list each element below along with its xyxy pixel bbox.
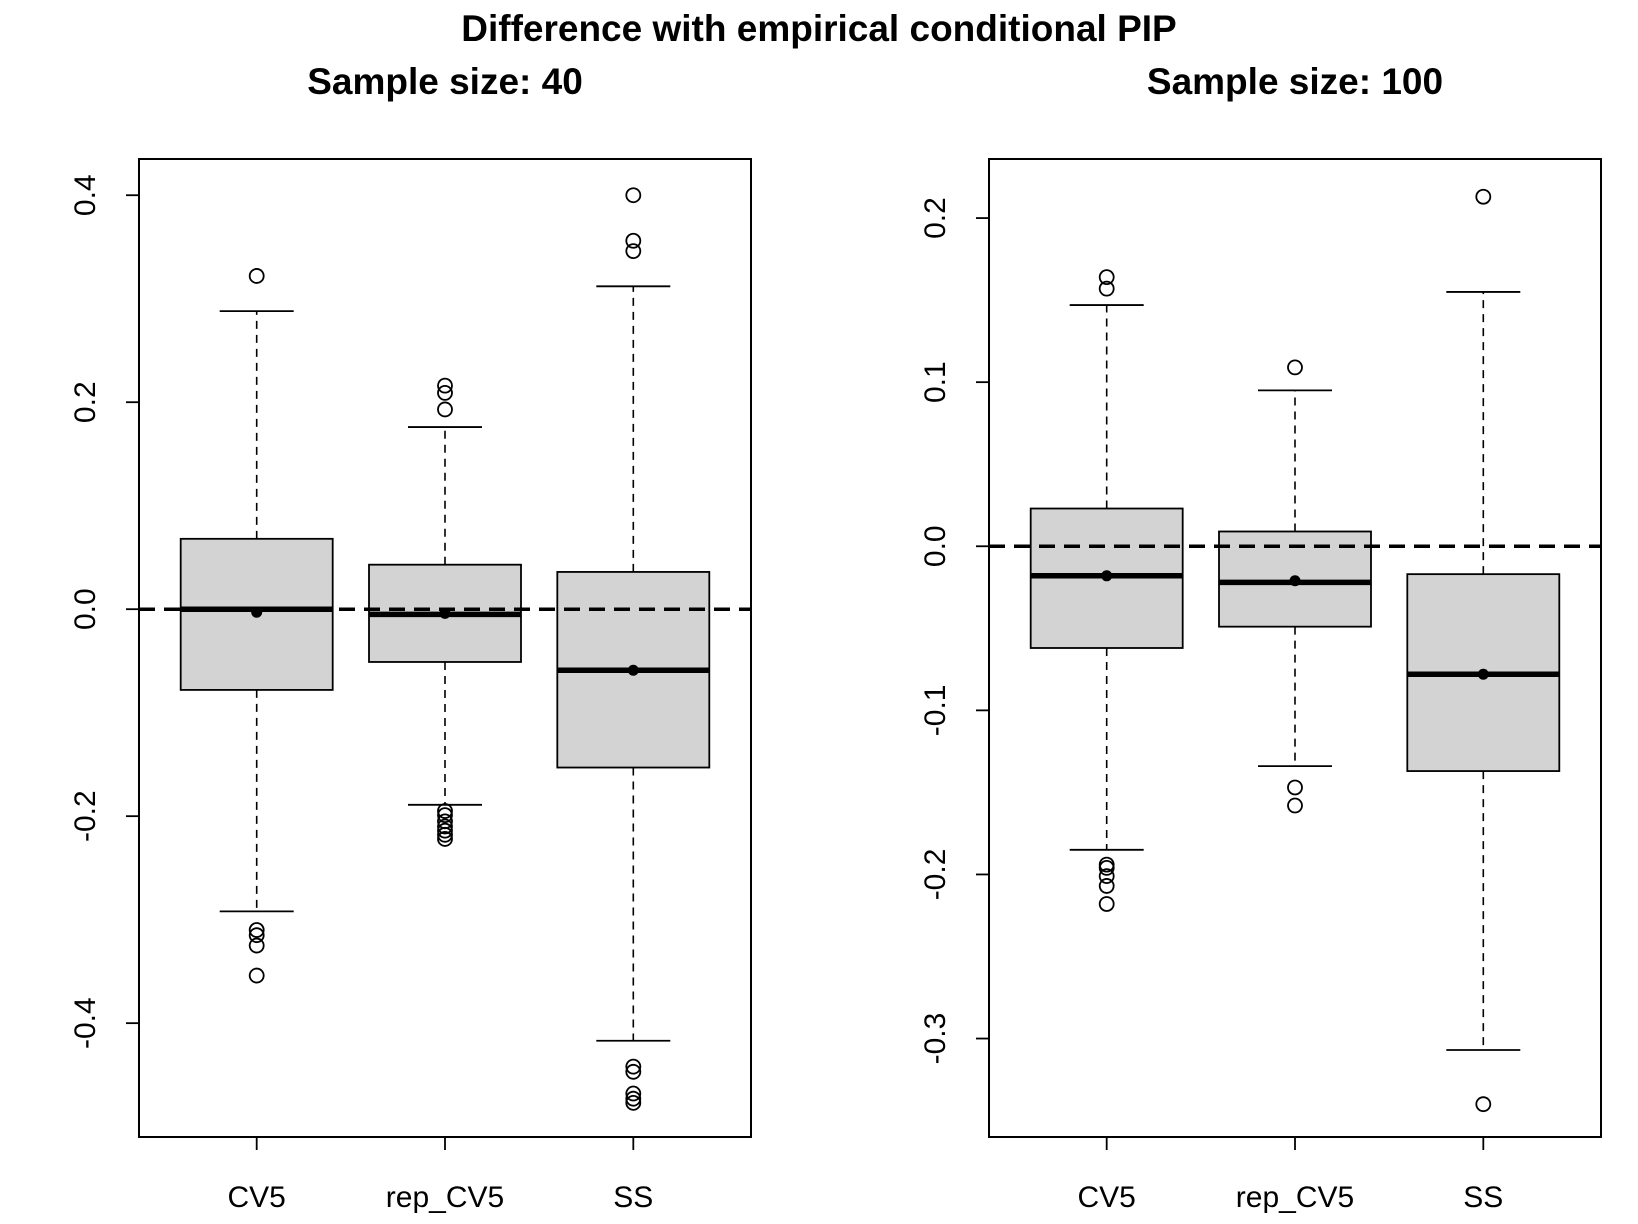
plot-frame bbox=[138, 158, 752, 1138]
x-category-label: rep_CV5 bbox=[386, 1181, 504, 1214]
outlier-point bbox=[437, 826, 453, 843]
boxplot-panel-sample-size-100: Sample size: 100 CV5 rep_CV5 SS -0.3 -0.2 -0.1… bbox=[919, 61, 1602, 1214]
box-SS bbox=[1406, 188, 1561, 1113]
box-CV5 bbox=[1029, 269, 1184, 912]
outlier-point bbox=[625, 1085, 642, 1102]
y-tick-label: 0.0 bbox=[69, 588, 102, 630]
y-tick-label: 0.4 bbox=[69, 174, 102, 216]
outlier-point bbox=[1287, 797, 1303, 814]
outlier-point bbox=[1098, 280, 1115, 297]
box-SS bbox=[556, 187, 711, 1111]
outlier-point bbox=[248, 937, 265, 954]
x-category-label: rep_CV5 bbox=[1236, 1181, 1354, 1214]
mean-point bbox=[1289, 575, 1301, 587]
outlier-point bbox=[625, 1063, 642, 1080]
outlier-point bbox=[1098, 269, 1115, 286]
outlier-point bbox=[437, 377, 453, 394]
outlier-point bbox=[437, 822, 453, 839]
mean-point bbox=[1477, 668, 1489, 680]
outlier-point bbox=[625, 1058, 642, 1075]
outlier-point bbox=[1098, 868, 1115, 884]
boxplot-panel-sample-size-40: Sample size: 40 CV5 rep_CV5 SS -0.4 -0.2 0.0 0.… bbox=[69, 61, 752, 1214]
plot-frame bbox=[988, 158, 1602, 1138]
outlier-point bbox=[437, 831, 453, 847]
outlier-point bbox=[1098, 896, 1115, 912]
outlier-point bbox=[1475, 1096, 1492, 1113]
y-tick-label: 0.2 bbox=[69, 381, 102, 423]
box-iqr bbox=[179, 537, 334, 691]
outlier-point bbox=[625, 243, 642, 260]
box-CV5 bbox=[179, 268, 334, 984]
outlier-point bbox=[248, 268, 265, 284]
y-tick-label: 0.1 bbox=[919, 361, 952, 403]
y-tick-label: -0.2 bbox=[919, 849, 952, 901]
y-tick-label: -0.4 bbox=[69, 997, 102, 1049]
mean-point bbox=[627, 664, 639, 676]
outlier-point bbox=[625, 232, 642, 249]
box-rep_CV5 bbox=[1218, 359, 1372, 814]
mean-point bbox=[251, 606, 263, 618]
mean-point bbox=[1101, 570, 1113, 582]
x-category-label: CV5 bbox=[1078, 1181, 1136, 1214]
outlier-point bbox=[437, 818, 453, 835]
x-category-label: CV5 bbox=[228, 1181, 286, 1214]
outlier-point bbox=[437, 803, 453, 819]
y-tick-label: -0.1 bbox=[919, 685, 952, 737]
x-category-label: SS bbox=[1463, 1181, 1503, 1214]
y-tick-label: 0.0 bbox=[919, 525, 952, 567]
outlier-point bbox=[625, 187, 642, 204]
outlier-point bbox=[1475, 188, 1492, 205]
panel-title: Sample size: 100 bbox=[1147, 61, 1443, 102]
chart-main-title: Difference with empirical conditional PI… bbox=[461, 8, 1177, 49]
outlier-point bbox=[1287, 359, 1303, 376]
panel-title: Sample size: 40 bbox=[307, 61, 583, 102]
outlier-point bbox=[248, 967, 265, 984]
outlier-point bbox=[1098, 878, 1115, 894]
outlier-point bbox=[437, 807, 453, 824]
outlier-point bbox=[248, 922, 265, 938]
outlier-point bbox=[1098, 859, 1115, 876]
y-tick-label: -0.3 bbox=[919, 1013, 952, 1065]
outlier-point bbox=[248, 927, 265, 944]
outlier-point bbox=[625, 1094, 642, 1111]
mean-point bbox=[439, 607, 451, 619]
y-tick-label: 0.2 bbox=[919, 197, 952, 239]
outlier-point bbox=[437, 401, 453, 418]
outlier-point bbox=[1287, 779, 1303, 796]
outlier-point bbox=[625, 1090, 642, 1107]
outlier-point bbox=[437, 384, 453, 401]
x-category-label: SS bbox=[613, 1181, 653, 1214]
y-tick-label: -0.2 bbox=[69, 790, 102, 842]
